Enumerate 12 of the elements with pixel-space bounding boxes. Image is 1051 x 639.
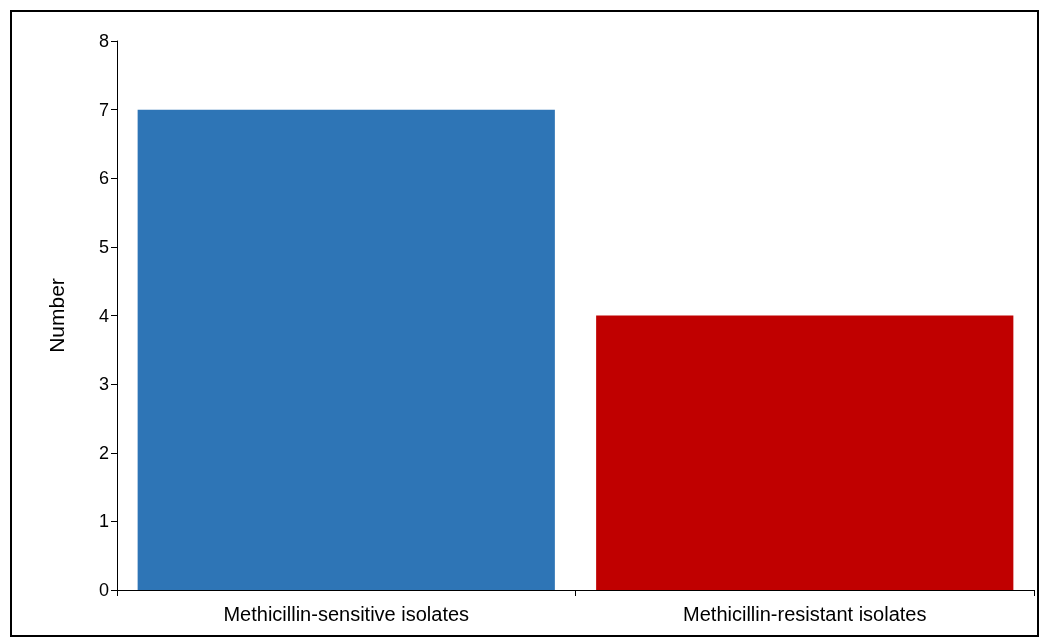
y-tick-label: 3 [98,374,109,395]
y-tick-label: 1 [98,511,109,532]
y-tick-label: 6 [98,168,109,189]
y-axis-title: Number [45,278,68,353]
y-tick-label: 5 [98,236,109,257]
y-tick-label: 4 [98,305,109,326]
y-tick-label: 7 [98,99,109,120]
y-tick-label: 8 [98,31,109,51]
x-tick-label: Methicillin-resistant isolates [683,603,927,625]
y-tick-label: 2 [98,442,109,463]
y-tick-label: 0 [98,580,109,600]
x-tick-label: Methicillin-sensitive isolates [223,603,470,625]
